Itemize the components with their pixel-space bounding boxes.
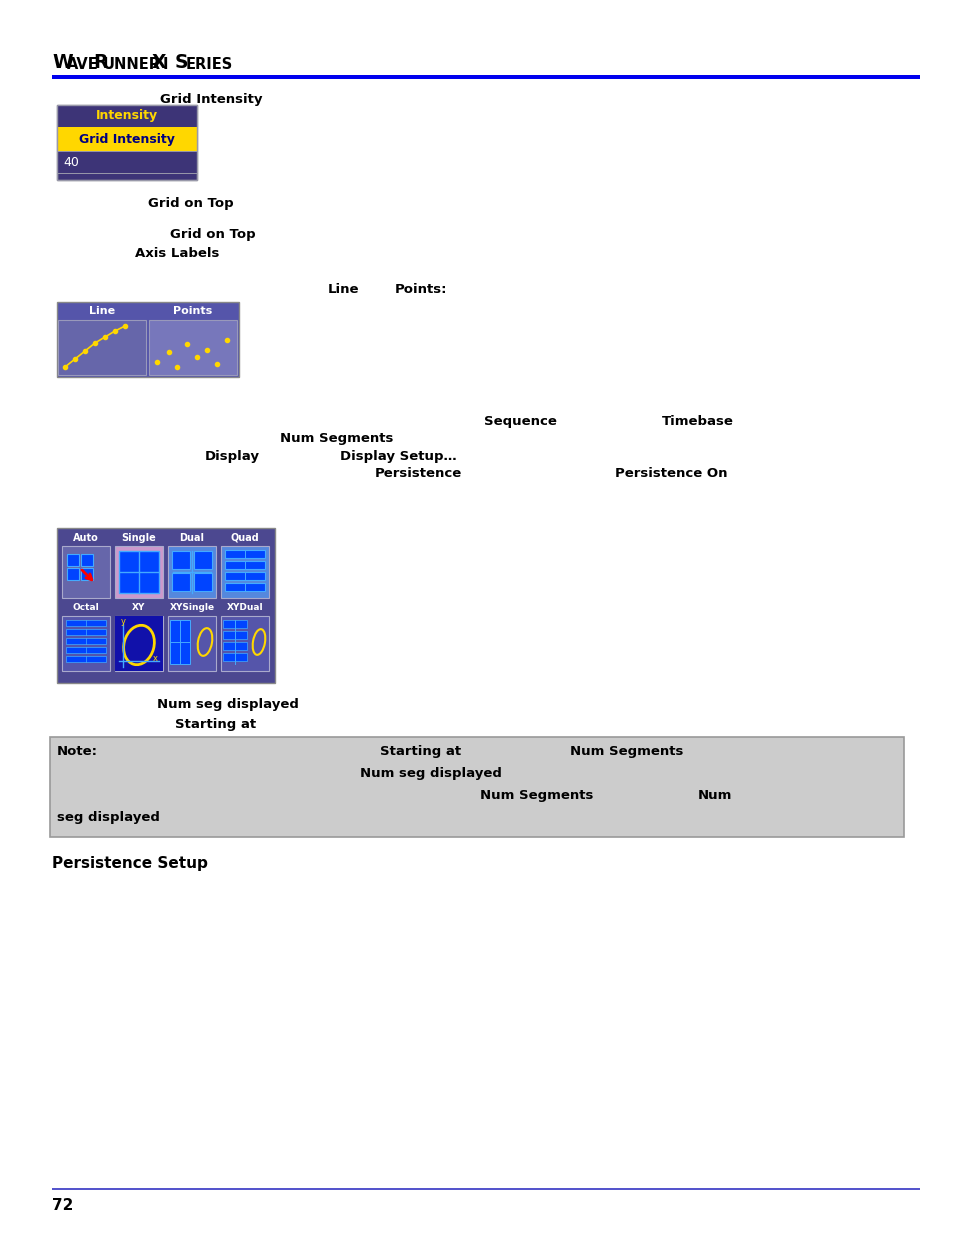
Bar [115, 616, 163, 671]
Bar [58, 320, 146, 375]
Text: Display Setup…: Display Setup… [339, 450, 456, 463]
Text: Num Segments: Num Segments [479, 789, 593, 802]
Text: XYSingle: XYSingle [170, 604, 214, 613]
Text: Num: Num [698, 789, 732, 802]
Text: Num Segments: Num Segments [569, 745, 682, 758]
Text: Note:: Note: [57, 745, 98, 758]
Text: Octal: Octal [72, 604, 99, 613]
Bar [67, 568, 79, 580]
Text: y: y [121, 618, 126, 626]
Bar [223, 642, 247, 650]
Bar [223, 631, 247, 638]
Bar [57, 303, 239, 377]
Bar [225, 561, 265, 569]
Bar [221, 616, 269, 671]
Bar [62, 546, 110, 598]
Text: Starting at: Starting at [379, 745, 460, 758]
Bar [223, 620, 247, 629]
Bar [193, 551, 212, 569]
Bar [172, 551, 190, 569]
Text: XYDual: XYDual [227, 604, 263, 613]
Bar [67, 555, 79, 566]
Text: Single: Single [121, 534, 156, 543]
Bar [66, 620, 106, 626]
Bar [225, 572, 265, 580]
Text: R: R [92, 53, 108, 72]
Text: Points: Points [173, 306, 213, 316]
Text: Persistence On: Persistence On [615, 467, 727, 480]
Bar [168, 546, 215, 598]
Text: 72: 72 [52, 1198, 73, 1213]
Bar [168, 616, 215, 671]
Text: Grid on Top: Grid on Top [170, 228, 255, 241]
Text: Grid on Top: Grid on Top [148, 198, 233, 210]
Bar [52, 75, 919, 79]
Bar [223, 653, 247, 661]
Text: Dual: Dual [179, 534, 204, 543]
Text: Intensity: Intensity [96, 110, 158, 122]
Text: Num seg displayed: Num seg displayed [359, 767, 501, 781]
Bar [66, 656, 106, 662]
Bar [57, 105, 196, 180]
Text: Num Segments: Num Segments [280, 432, 393, 445]
Bar [170, 620, 190, 664]
Text: UNNER: UNNER [103, 57, 161, 72]
Text: Num seg displayed: Num seg displayed [157, 698, 298, 711]
Text: S: S [174, 53, 189, 72]
Bar [81, 555, 92, 566]
Text: Axis Labels: Axis Labels [135, 247, 219, 261]
Text: Starting at: Starting at [174, 718, 255, 731]
Bar [57, 529, 274, 683]
Bar [57, 105, 196, 180]
Bar [193, 573, 212, 592]
Text: Points:: Points: [395, 283, 447, 296]
Bar [149, 320, 236, 375]
Text: 40: 40 [63, 156, 79, 168]
Text: Display: Display [205, 450, 260, 463]
Bar [66, 629, 106, 635]
Bar [115, 616, 163, 671]
Text: x: x [152, 655, 158, 663]
Text: Sequence: Sequence [483, 415, 557, 429]
Bar [115, 546, 163, 598]
Text: Grid Intensity: Grid Intensity [79, 132, 174, 146]
Text: I: I [163, 57, 169, 72]
Text: XY: XY [132, 604, 146, 613]
Bar [57, 151, 196, 173]
Text: AVE: AVE [67, 57, 99, 72]
Text: Auto: Auto [73, 534, 99, 543]
Text: Quad: Quad [231, 534, 259, 543]
Text: X: X [152, 53, 167, 72]
Text: Grid Intensity: Grid Intensity [160, 93, 262, 106]
Bar [62, 616, 110, 671]
Bar [52, 1188, 919, 1191]
Bar [225, 583, 265, 592]
Text: Persistence Setup: Persistence Setup [52, 856, 208, 871]
Text: seg displayed: seg displayed [57, 811, 160, 824]
Text: Line: Line [328, 283, 359, 296]
Bar [66, 638, 106, 643]
Text: Timebase: Timebase [661, 415, 733, 429]
Bar [225, 550, 265, 558]
Bar [119, 551, 159, 593]
Bar [221, 546, 269, 598]
Bar [50, 737, 903, 837]
Text: ERIES: ERIES [186, 57, 233, 72]
Text: W: W [52, 53, 72, 72]
Bar [172, 573, 190, 592]
Text: Persistence: Persistence [375, 467, 462, 480]
Bar [57, 127, 196, 151]
Bar [57, 105, 196, 127]
Bar [66, 647, 106, 653]
Text: Line: Line [89, 306, 115, 316]
Bar [81, 568, 92, 580]
